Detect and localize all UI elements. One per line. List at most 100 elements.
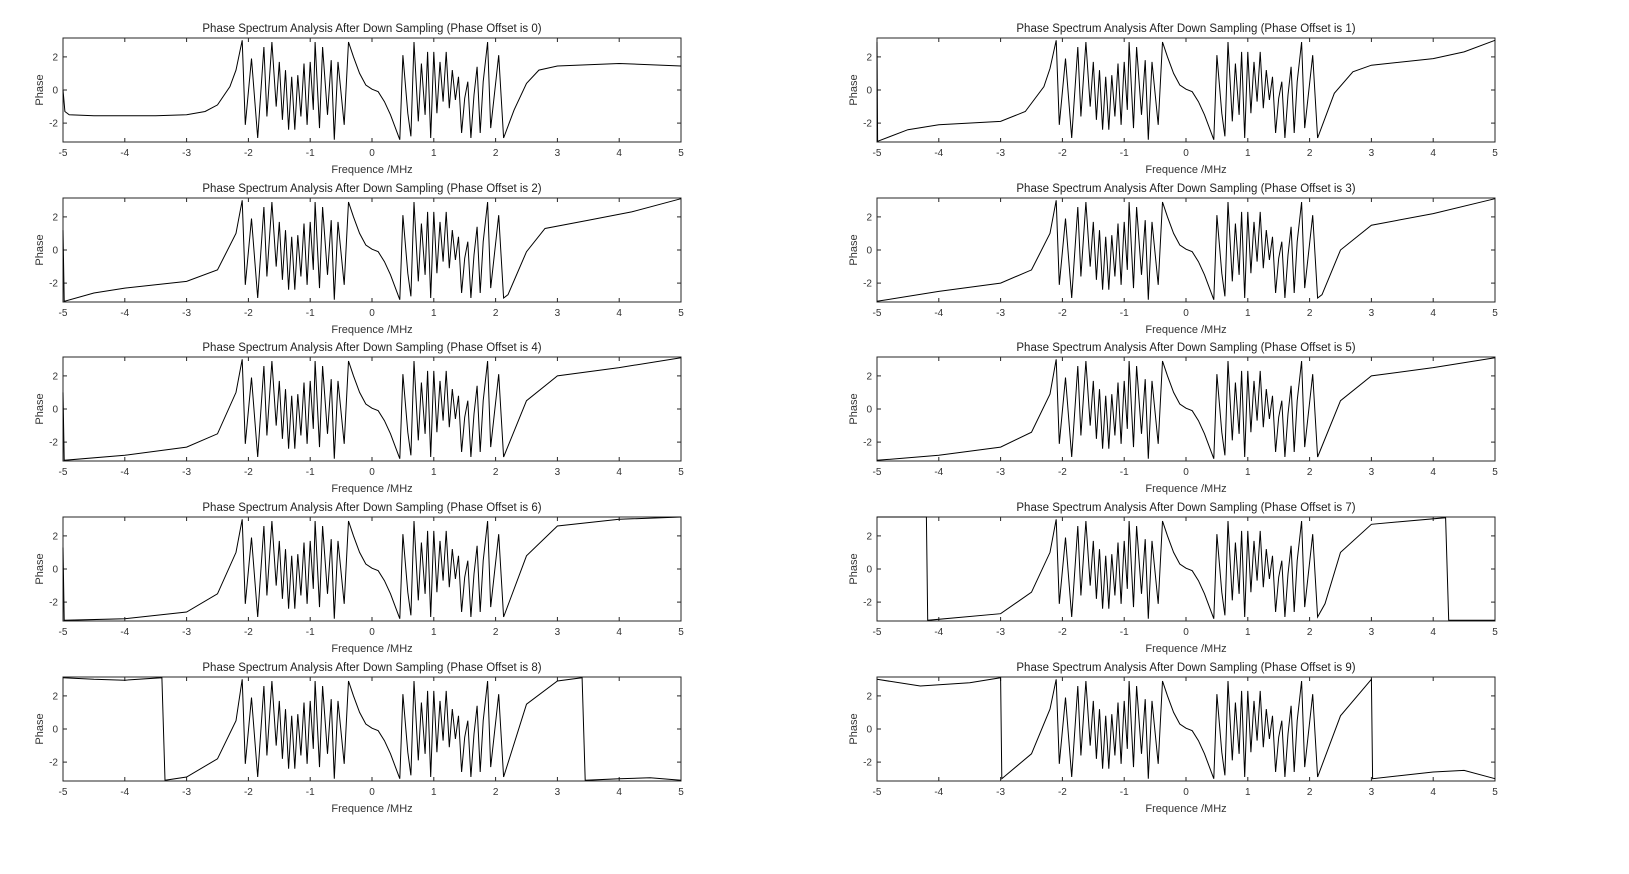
x-tick-label: -5 [873, 467, 882, 478]
x-tick-label: -4 [934, 148, 943, 159]
x-tick-label: 4 [616, 787, 622, 798]
y-tick-label: 0 [866, 725, 872, 736]
x-axis-label: Frequence /MHz [331, 803, 412, 815]
x-tick-label: -5 [59, 627, 68, 638]
x-tick-label: -3 [996, 148, 1005, 159]
x-tick-label: 2 [1307, 308, 1313, 319]
y-tick-label: 0 [866, 565, 872, 576]
x-axis-label: Frequence /MHz [331, 324, 412, 336]
x-tick-label: 3 [1369, 308, 1375, 319]
x-tick-label: -1 [306, 467, 315, 478]
y-tick-label: -2 [49, 438, 58, 449]
x-tick-label: 4 [1430, 308, 1436, 319]
x-tick-label: -2 [1058, 148, 1067, 159]
x-tick-label: 3 [1369, 787, 1375, 798]
plot-area [62, 37, 682, 143]
subplot-9: Phase Spectrum Analysis After Down Sampl… [848, 662, 1498, 815]
x-tick-label: -3 [182, 627, 191, 638]
y-tick-label: 2 [52, 371, 58, 382]
x-tick-label: 5 [678, 627, 684, 638]
x-tick-label: -2 [244, 148, 253, 159]
subplot-7: Phase Spectrum Analysis After Down Sampl… [848, 502, 1498, 655]
plot-area [62, 356, 682, 462]
plot-area [876, 356, 1496, 462]
x-tick-label: -5 [59, 467, 68, 478]
x-tick-label: -1 [306, 627, 315, 638]
x-tick-label: 1 [431, 148, 437, 159]
x-tick-label: 2 [493, 467, 499, 478]
y-axis-label: Phase [34, 713, 46, 744]
x-tick-label: -1 [1120, 467, 1129, 478]
x-tick-label: -2 [1058, 467, 1067, 478]
plot-area [62, 197, 682, 303]
x-tick-label: 4 [1430, 148, 1436, 159]
phase-series-line [62, 516, 682, 621]
chart-title: Phase Spectrum Analysis After Down Sampl… [202, 183, 541, 195]
chart-title: Phase Spectrum Analysis After Down Sampl… [1016, 23, 1355, 35]
x-tick-label: 5 [1492, 467, 1498, 478]
x-tick-label: 5 [678, 148, 684, 159]
x-tick-label: -2 [1058, 308, 1067, 319]
x-tick-label: -4 [120, 787, 129, 798]
subplot-4: Phase Spectrum Analysis After Down Sampl… [34, 342, 684, 495]
x-tick-label: -4 [934, 467, 943, 478]
x-tick-label: -3 [182, 467, 191, 478]
x-tick-label: 1 [1245, 148, 1251, 159]
x-tick-label: 1 [1245, 787, 1251, 798]
subplot-5: Phase Spectrum Analysis After Down Sampl… [848, 342, 1498, 495]
x-tick-label: -1 [1120, 787, 1129, 798]
x-tick-label: -1 [1120, 148, 1129, 159]
y-tick-label: -2 [49, 758, 58, 769]
subplot-1: Phase Spectrum Analysis After Down Sampl… [848, 23, 1498, 176]
x-tick-label: 5 [1492, 787, 1498, 798]
chart-title: Phase Spectrum Analysis After Down Sampl… [202, 502, 541, 514]
x-tick-label: -2 [1058, 627, 1067, 638]
x-tick-label: -4 [934, 627, 943, 638]
y-axis-label: Phase [848, 74, 860, 105]
x-tick-label: -4 [120, 308, 129, 319]
y-tick-label: 2 [52, 531, 58, 542]
y-tick-label: 2 [866, 531, 872, 542]
x-tick-label: 4 [616, 308, 622, 319]
plot-area [62, 676, 682, 782]
x-tick-label: -5 [873, 308, 882, 319]
y-tick-label: 0 [866, 86, 872, 97]
plot-area [62, 516, 682, 622]
chart-title: Phase Spectrum Analysis After Down Sampl… [202, 23, 541, 35]
phase-series-line [876, 198, 1496, 302]
x-tick-label: 0 [369, 627, 375, 638]
x-tick-label: 5 [1492, 148, 1498, 159]
x-axis-label: Frequence /MHz [1145, 164, 1226, 176]
y-tick-label: 2 [866, 52, 872, 63]
x-tick-label: -2 [244, 787, 253, 798]
x-tick-label: 5 [678, 787, 684, 798]
y-tick-label: -2 [863, 758, 872, 769]
y-tick-label: 0 [52, 725, 58, 736]
subplot-8: Phase Spectrum Analysis After Down Sampl… [34, 662, 684, 815]
x-tick-label: 0 [1183, 308, 1189, 319]
x-tick-label: -1 [1120, 627, 1129, 638]
x-tick-label: -4 [120, 467, 129, 478]
x-tick-label: -2 [1058, 787, 1067, 798]
y-axis-label: Phase [848, 393, 860, 424]
x-axis-label: Frequence /MHz [1145, 324, 1226, 336]
x-tick-label: 4 [616, 148, 622, 159]
x-tick-label: -2 [244, 308, 253, 319]
x-tick-label: 2 [493, 148, 499, 159]
y-tick-label: 2 [52, 212, 58, 223]
y-tick-label: -2 [49, 119, 58, 130]
y-tick-label: 2 [52, 691, 58, 702]
x-axis-label: Frequence /MHz [1145, 483, 1226, 495]
y-tick-label: -2 [863, 279, 872, 290]
y-axis-label: Phase [848, 234, 860, 265]
phase-series-line [62, 357, 682, 461]
y-tick-label: 2 [52, 52, 58, 63]
x-tick-label: -3 [996, 787, 1005, 798]
y-axis-label: Phase [848, 553, 860, 584]
x-tick-label: 0 [1183, 787, 1189, 798]
x-tick-label: -5 [59, 148, 68, 159]
x-tick-label: 0 [369, 308, 375, 319]
x-tick-label: -3 [182, 148, 191, 159]
x-tick-label: 5 [678, 308, 684, 319]
x-tick-label: -5 [873, 627, 882, 638]
